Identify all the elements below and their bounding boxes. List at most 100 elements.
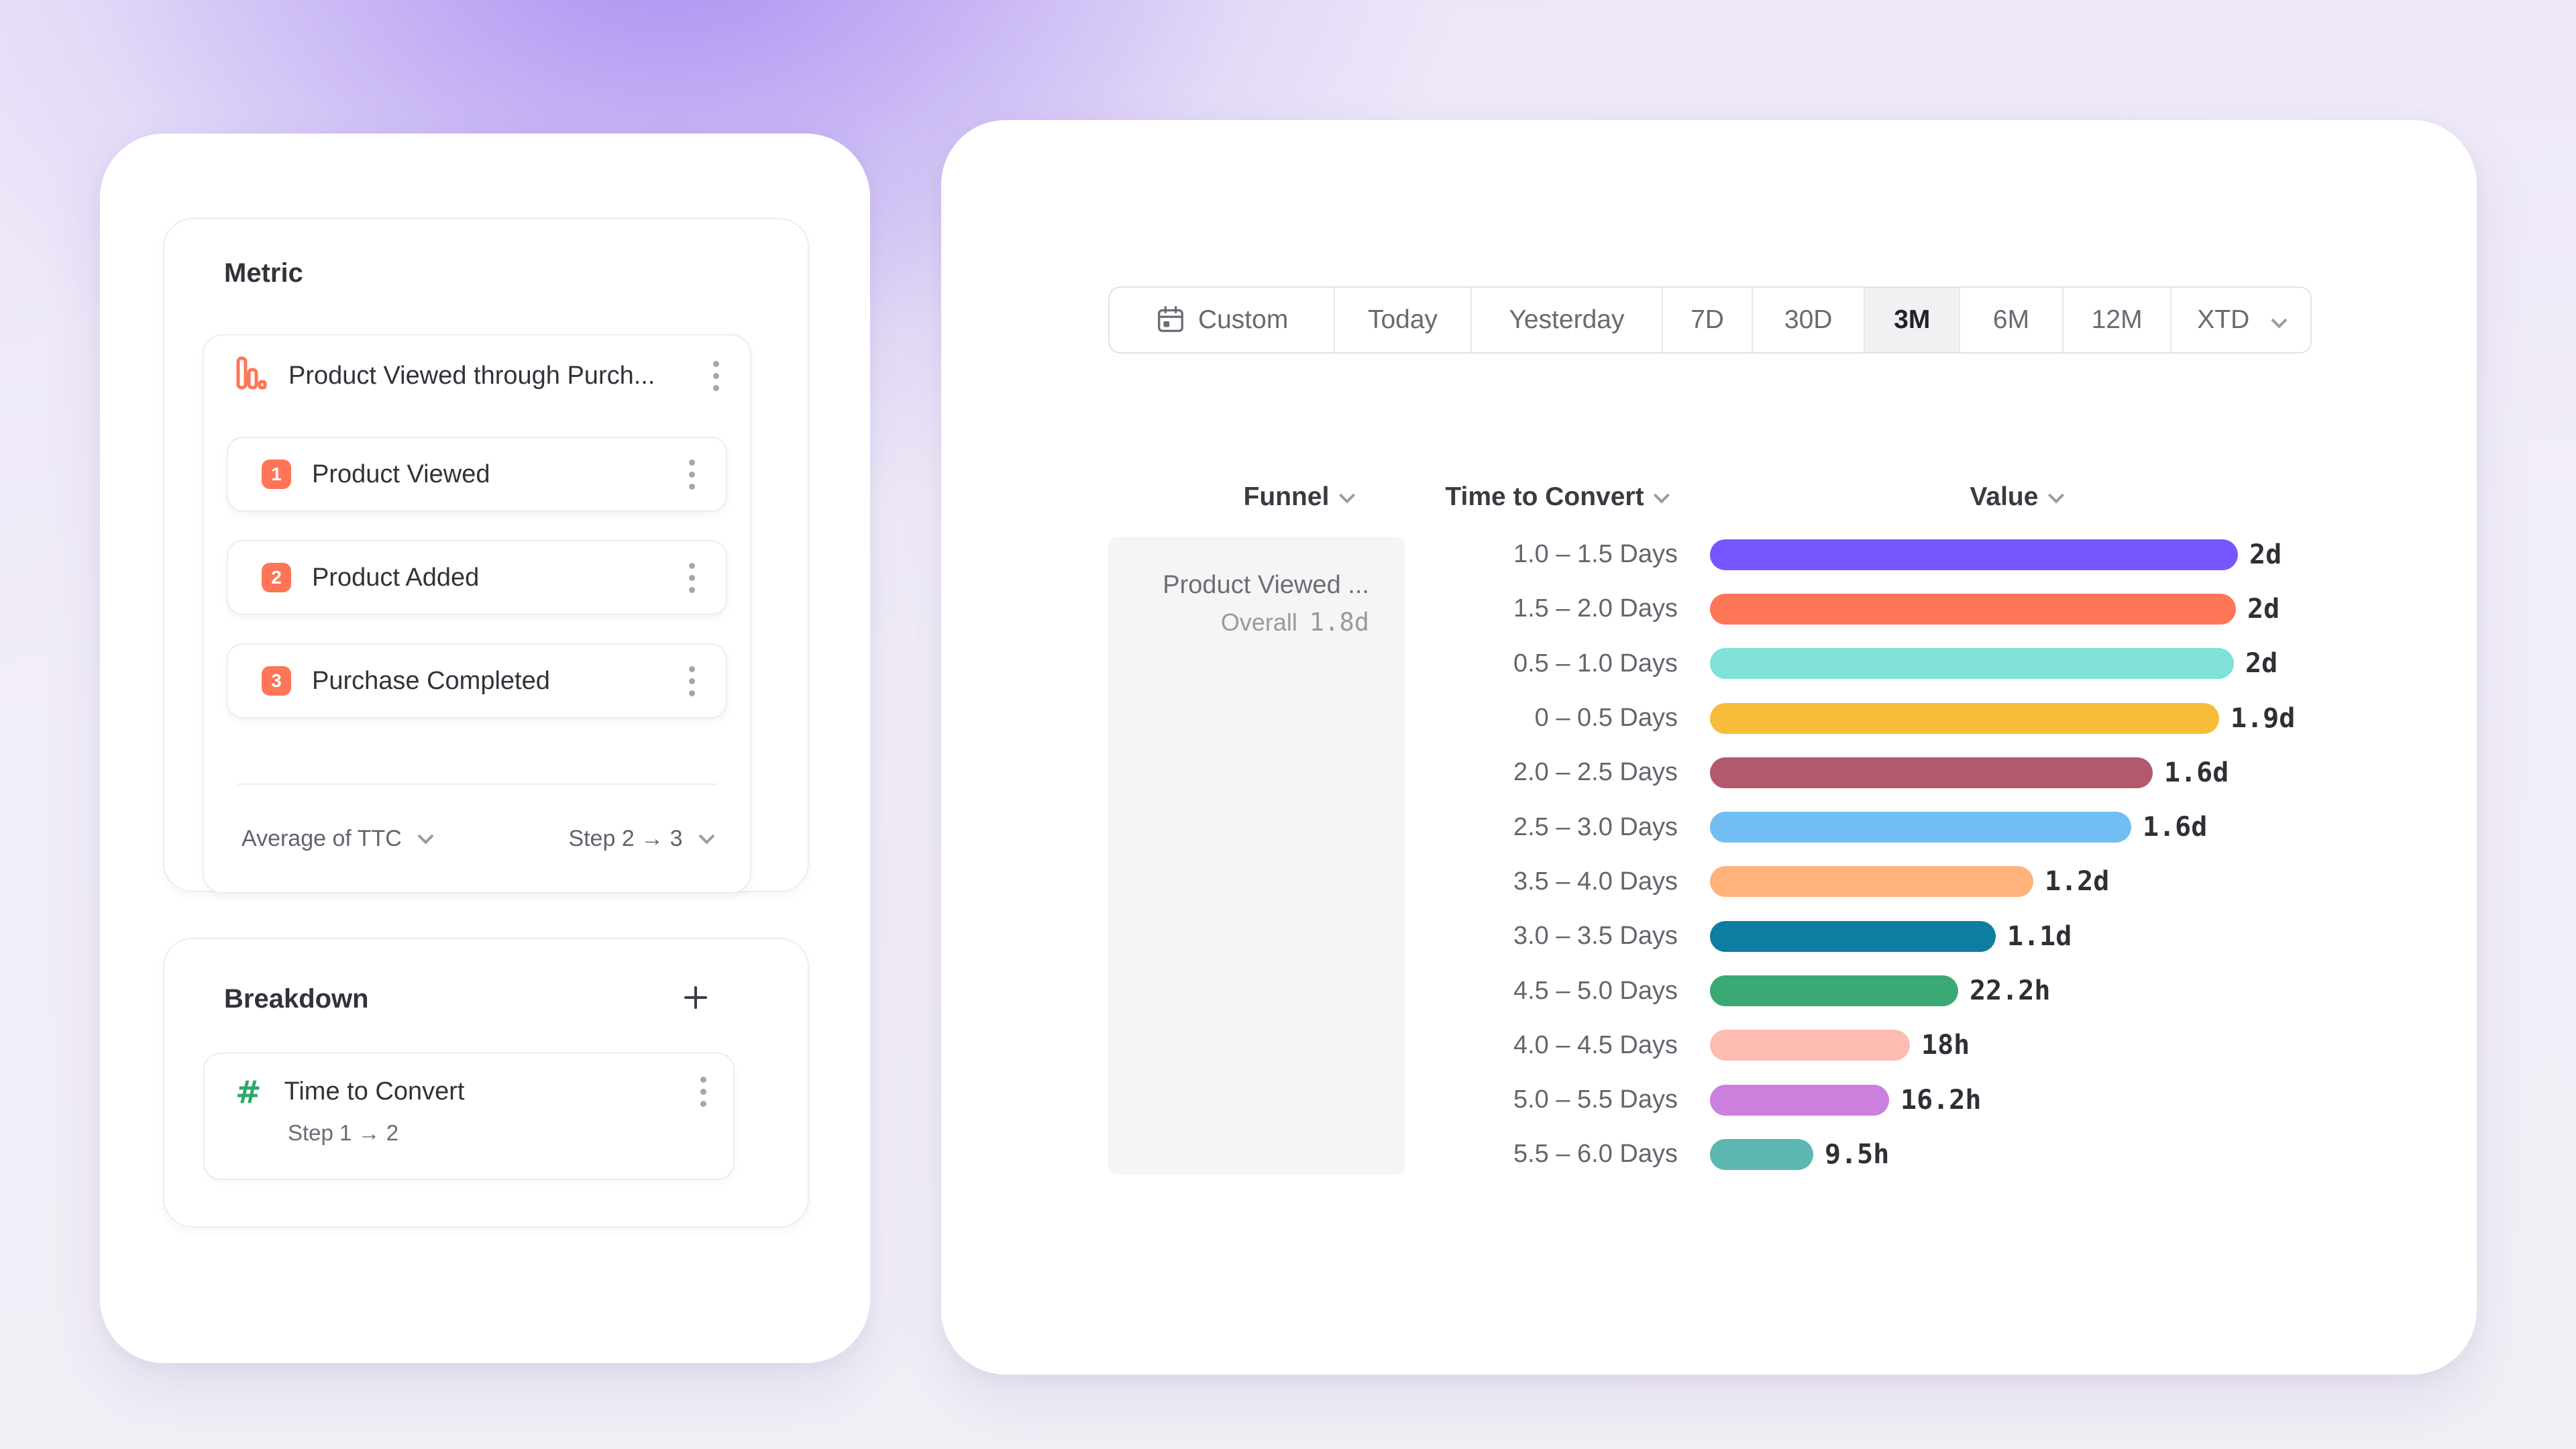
date-range-custom[interactable]: Custom bbox=[1110, 288, 1334, 352]
ttc-bucket-label: 4.5 – 5.0 Days bbox=[1513, 976, 1678, 1005]
date-range-label: Today bbox=[1367, 305, 1438, 334]
ttc-value-bar[interactable] bbox=[1710, 1084, 1889, 1116]
column-header-time-to-convert[interactable]: Time to Convert bbox=[1445, 482, 1670, 512]
breakdown-item-menu-button[interactable] bbox=[696, 1073, 710, 1111]
breakdown-item-label: Time to Convert bbox=[284, 1077, 465, 1106]
ttc-chart-row: 3.0 – 3.5 Days 1.1d bbox=[1446, 909, 2452, 963]
date-range-3m[interactable]: 3M bbox=[1864, 288, 1960, 352]
step-number-badge: 3 bbox=[262, 666, 291, 696]
ttc-chart-row: 1.5 – 2.0 Days 2d bbox=[1446, 582, 2452, 636]
funnel-metric-name: Product Viewed through Purch... bbox=[288, 362, 655, 390]
funnel-group-cell[interactable]: Product Viewed ... Overall 1.8d bbox=[1108, 537, 1405, 1175]
ttc-bucket-label: 2.5 – 3.0 Days bbox=[1513, 812, 1678, 841]
date-range-xtd[interactable]: XTD bbox=[2170, 288, 2310, 352]
date-range-label: Custom bbox=[1197, 305, 1289, 334]
overall-label: Overall bbox=[1220, 608, 1297, 636]
date-range-label: XTD bbox=[2197, 305, 2250, 334]
date-range-label: Yesterday bbox=[1509, 305, 1625, 334]
funnel-metric-card[interactable]: Product Viewed through Purch... 1 Product… bbox=[203, 334, 751, 894]
funnel-group-name: Product Viewed ... bbox=[1163, 571, 1369, 599]
ttc-bar-chart: 1.0 – 1.5 Days 2d 1.5 – 2.0 Days 2d 0.5 – 1.… bbox=[1446, 527, 2452, 1182]
ttc-value-label: 2d bbox=[2247, 593, 2280, 625]
breakdown-section-title: Breakdown bbox=[224, 984, 369, 1014]
date-range-label: 7D bbox=[1690, 305, 1724, 334]
step-event-label: Product Viewed bbox=[312, 460, 490, 488]
date-range-30d[interactable]: 30D bbox=[1751, 288, 1864, 352]
ttc-value-bar[interactable] bbox=[1710, 648, 2234, 680]
ttc-chart-row: 2.0 – 2.5 Days 1.6d bbox=[1446, 745, 2452, 800]
ttc-value-bar[interactable] bbox=[1710, 1030, 1910, 1061]
ttc-value-label: 2d bbox=[2245, 648, 2278, 680]
chevron-down-icon bbox=[417, 827, 434, 845]
funnel-step-card[interactable]: 3 Purchase Completed bbox=[227, 643, 727, 718]
step-range-select[interactable]: Step 2 → 3 bbox=[568, 825, 715, 852]
column-header-value[interactable]: Value bbox=[1970, 482, 2064, 512]
ttc-bucket-label: 5.5 – 6.0 Days bbox=[1513, 1140, 1678, 1169]
column-header-funnel[interactable]: Funnel bbox=[1244, 482, 1355, 512]
breakdown-item-step-range: Step 1 → 2 bbox=[288, 1120, 399, 1145]
date-range-7d[interactable]: 7D bbox=[1662, 288, 1752, 352]
step-number-badge: 2 bbox=[262, 563, 291, 592]
ttc-value-bar[interactable] bbox=[1710, 812, 2131, 843]
step-event-label: Purchase Completed bbox=[312, 666, 550, 695]
date-range-yesterday[interactable]: Yesterday bbox=[1470, 288, 1662, 352]
ttc-value-label: 1.2d bbox=[2045, 866, 2110, 898]
overall-value: 1.8d bbox=[1309, 608, 1369, 637]
breakdown-item-card[interactable]: # Time to Convert Step 1 → 2 bbox=[203, 1053, 735, 1180]
ttc-value-label: 1.6d bbox=[2143, 812, 2208, 843]
ttc-bucket-label: 0.5 – 1.0 Days bbox=[1513, 649, 1678, 678]
ttc-chart-row: 4.0 – 4.5 Days 18h bbox=[1446, 1018, 2452, 1073]
ttc-value-label: 9.5h bbox=[1825, 1138, 1890, 1170]
date-range-6m[interactable]: 6M bbox=[1959, 288, 2062, 352]
ttc-value-label: 2d bbox=[2249, 539, 2282, 570]
metric-section-title: Metric bbox=[224, 258, 303, 288]
chevron-down-icon bbox=[1338, 487, 1355, 504]
step-menu-button[interactable] bbox=[685, 662, 699, 700]
ttc-value-bar[interactable] bbox=[1710, 975, 1958, 1007]
ttc-chart-row: 0.5 – 1.0 Days 2d bbox=[1446, 637, 2452, 691]
date-range-picker: Custom Today Yesterday 7D 30D 3M 6M 12M XTD bbox=[1108, 286, 2312, 354]
ttc-value-label: 1.9d bbox=[2231, 702, 2296, 734]
funnel-step-card[interactable]: 1 Product Viewed bbox=[227, 437, 727, 512]
ttc-bucket-label: 5.0 – 5.5 Days bbox=[1513, 1085, 1678, 1114]
ttc-value-label: 16.2h bbox=[1900, 1084, 1982, 1116]
ttc-bucket-label: 3.0 – 3.5 Days bbox=[1513, 922, 1678, 951]
date-range-12m[interactable]: 12M bbox=[2061, 288, 2171, 352]
ttc-chart-row: 1.0 – 1.5 Days 2d bbox=[1446, 527, 2452, 582]
date-range-label: 30D bbox=[1784, 305, 1833, 334]
ttc-value-bar[interactable] bbox=[1710, 593, 2236, 625]
ttc-value-bar[interactable] bbox=[1710, 1138, 1813, 1170]
ttc-value-bar[interactable] bbox=[1710, 702, 2219, 734]
ttc-bucket-label: 3.5 – 4.0 Days bbox=[1513, 867, 1678, 896]
ttc-chart-row: 0 – 0.5 Days 1.9d bbox=[1446, 691, 2452, 745]
ttc-chart-row: 5.0 – 5.5 Days 16.2h bbox=[1446, 1073, 2452, 1127]
chevron-down-icon bbox=[698, 827, 715, 845]
step-number-badge: 1 bbox=[262, 460, 291, 489]
measurement-select-label: Average of TTC bbox=[241, 825, 402, 851]
report-panel: Custom Today Yesterday 7D 30D 3M 6M 12M XTD Funn… bbox=[941, 120, 2477, 1375]
calendar-icon bbox=[1155, 305, 1186, 335]
ttc-value-bar[interactable] bbox=[1710, 920, 1996, 952]
step-menu-button[interactable] bbox=[685, 559, 699, 597]
funnel-metric-menu-button[interactable] bbox=[709, 357, 723, 395]
chevron-down-icon bbox=[2047, 487, 2064, 504]
ttc-value-label: 22.2h bbox=[1970, 975, 2051, 1007]
ttc-value-bar[interactable] bbox=[1710, 866, 2033, 898]
ttc-chart-row: 3.5 – 4.0 Days 1.2d bbox=[1446, 855, 2452, 909]
measurement-select[interactable]: Average of TTC bbox=[241, 825, 434, 852]
chevron-down-icon bbox=[2271, 311, 2288, 329]
ttc-value-label: 18h bbox=[1921, 1030, 1970, 1061]
ttc-value-bar[interactable] bbox=[1710, 757, 2153, 788]
date-range-label: 6M bbox=[1992, 305, 2030, 334]
ttc-bucket-label: 1.0 – 1.5 Days bbox=[1513, 540, 1678, 569]
step-menu-button[interactable] bbox=[685, 455, 699, 494]
funnel-metric-header[interactable]: Product Viewed through Purch... bbox=[204, 335, 750, 396]
chevron-down-icon bbox=[1654, 487, 1670, 504]
add-breakdown-button[interactable] bbox=[682, 983, 710, 1015]
date-range-today[interactable]: Today bbox=[1334, 288, 1470, 352]
ttc-bucket-label: 0 – 0.5 Days bbox=[1534, 704, 1678, 733]
funnel-step-card[interactable]: 2 Product Added bbox=[227, 540, 727, 615]
ttc-value-bar[interactable] bbox=[1710, 539, 2238, 570]
step-event-label: Product Added bbox=[312, 563, 480, 592]
step-range-select-label: Step 2 → 3 bbox=[568, 825, 683, 851]
